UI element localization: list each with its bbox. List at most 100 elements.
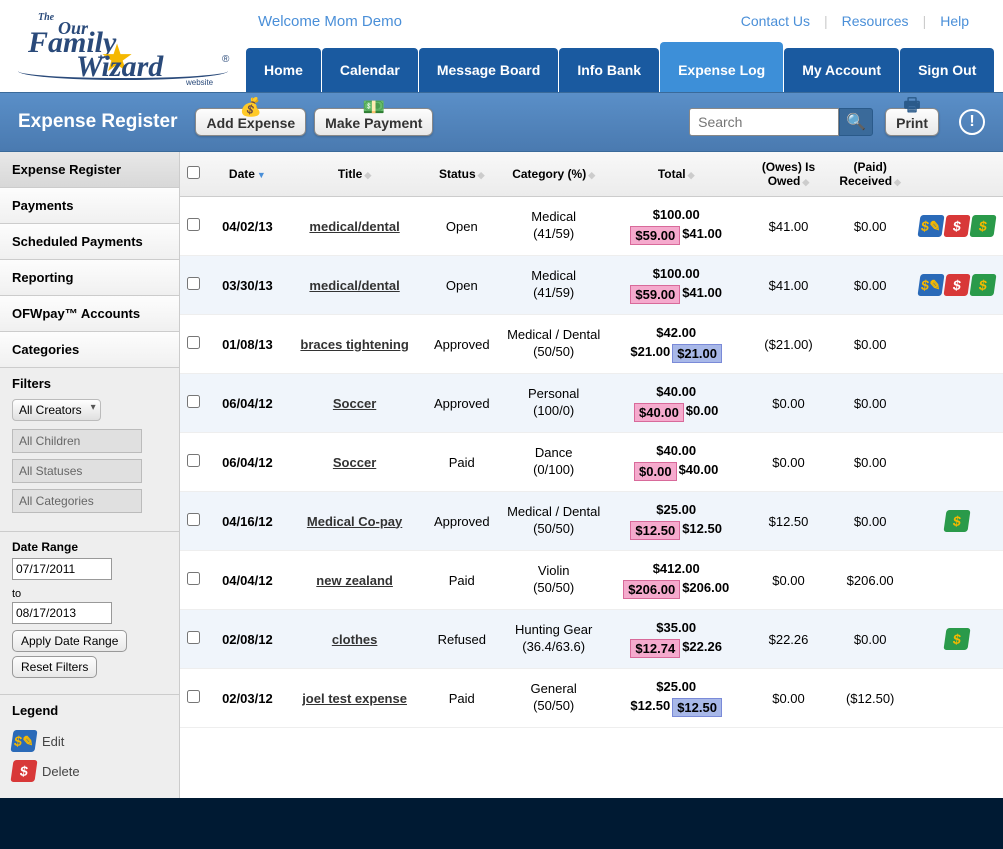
tab-sign-out[interactable]: Sign Out <box>900 48 994 92</box>
row-category: Dance(0/100) <box>503 433 605 492</box>
sidebar-item-categories[interactable]: Categories <box>0 332 179 368</box>
tab-expense-log[interactable]: Expense Log <box>660 42 783 92</box>
col-category[interactable]: Category (%)◆ <box>503 152 605 197</box>
make-payment-button[interactable]: 💵 Make Payment <box>314 108 433 136</box>
row-owes: $0.00 <box>748 433 830 492</box>
filter-statuses-select[interactable]: All Statuses <box>12 459 142 483</box>
pay-icon[interactable]: $ <box>969 274 996 296</box>
edit-icon: $✎ <box>10 730 37 752</box>
row-status: Open <box>421 197 503 256</box>
sidebar-item-scheduled-payments[interactable]: Scheduled Payments <box>0 224 179 260</box>
date-to-input[interactable] <box>12 602 112 624</box>
print-button[interactable]: 🖶 Print <box>885 108 939 136</box>
col-title[interactable]: Title◆ <box>288 152 421 197</box>
expense-table: Date▼ Title◆ Status◆ Category (%)◆ Total… <box>180 152 1003 728</box>
row-checkbox[interactable] <box>187 513 200 526</box>
edit-icon[interactable]: $✎ <box>917 215 944 237</box>
table-row: 04/02/13medical/dentalOpenMedical(41/59)… <box>180 197 1003 256</box>
resources-link[interactable]: Resources <box>828 13 923 29</box>
row-owes: $41.00 <box>748 256 830 315</box>
row-total: $35.00$12.74 $22.26 <box>605 610 748 669</box>
delete-icon[interactable]: $ <box>943 274 970 296</box>
date-from-input[interactable] <box>12 558 112 580</box>
row-paid: $0.00 <box>829 433 911 492</box>
sidebar-item-ofwpay-accounts[interactable]: OFWpay™ Accounts <box>0 296 179 332</box>
row-total: $100.00$59.00 $41.00 <box>605 256 748 315</box>
row-title-link[interactable]: Soccer <box>333 455 376 470</box>
row-title-link[interactable]: medical/dental <box>309 278 399 293</box>
filters-title: Filters <box>12 376 167 391</box>
row-title-link[interactable]: Medical Co-pay <box>307 514 402 529</box>
help-link[interactable]: Help <box>926 13 983 29</box>
pay-icon[interactable]: $ <box>943 628 970 650</box>
col-status[interactable]: Status◆ <box>421 152 503 197</box>
row-status: Paid <box>421 669 503 728</box>
row-total: $40.00$40.00 $0.00 <box>605 374 748 433</box>
col-paid[interactable]: (Paid) Received◆ <box>829 152 911 197</box>
filter-creators-select[interactable]: All Creators <box>12 399 101 421</box>
row-date: 02/08/12 <box>207 610 289 669</box>
row-checkbox[interactable] <box>187 631 200 644</box>
row-checkbox[interactable] <box>187 690 200 703</box>
row-title-link[interactable]: Soccer <box>333 396 376 411</box>
filter-children-select[interactable]: All Children <box>12 429 142 453</box>
row-paid: $0.00 <box>829 197 911 256</box>
row-category: Medical / Dental(50/50) <box>503 492 605 551</box>
row-date: 04/16/12 <box>207 492 289 551</box>
alert-button[interactable]: ! <box>959 109 985 135</box>
row-title-link[interactable]: braces tightening <box>300 337 408 352</box>
row-title-link[interactable]: joel test expense <box>302 691 407 706</box>
row-actions <box>911 315 1003 374</box>
edit-icon[interactable]: $✎ <box>917 274 944 296</box>
row-title-link[interactable]: clothes <box>332 632 378 647</box>
logo[interactable]: The Our Family ★ Wizard ® website <box>8 4 228 92</box>
add-expense-button[interactable]: 💰 Add Expense <box>195 108 306 136</box>
row-total: $412.00$206.00 $206.00 <box>605 551 748 610</box>
apply-date-range-button[interactable]: Apply Date Range <box>12 630 127 652</box>
row-status: Paid <box>421 551 503 610</box>
row-status: Open <box>421 256 503 315</box>
pay-icon[interactable]: $ <box>943 510 970 532</box>
row-checkbox[interactable] <box>187 336 200 349</box>
row-status: Approved <box>421 374 503 433</box>
col-actions <box>911 152 1003 197</box>
delete-icon[interactable]: $ <box>943 215 970 237</box>
tab-my-account[interactable]: My Account <box>784 48 899 92</box>
row-total: $100.00$59.00 $41.00 <box>605 197 748 256</box>
contact-us-link[interactable]: Contact Us <box>727 13 824 29</box>
row-checkbox[interactable] <box>187 572 200 585</box>
search-input[interactable] <box>689 108 839 136</box>
row-checkbox[interactable] <box>187 395 200 408</box>
row-checkbox[interactable] <box>187 277 200 290</box>
row-owes: $22.26 <box>748 610 830 669</box>
table-row: 04/16/12Medical Co-payApprovedMedical / … <box>180 492 1003 551</box>
tab-home[interactable]: Home <box>246 48 321 92</box>
row-title-link[interactable]: new zealand <box>316 573 393 588</box>
search-button[interactable]: 🔍 <box>839 108 873 136</box>
sidebar-item-expense-register[interactable]: Expense Register <box>0 152 179 188</box>
row-category: Personal(100/0) <box>503 374 605 433</box>
legend-delete-label: Delete <box>42 764 80 779</box>
tab-calendar[interactable]: Calendar <box>322 48 418 92</box>
reset-filters-button[interactable]: Reset Filters <box>12 656 97 678</box>
row-category: Hunting Gear(36.4/63.6) <box>503 610 605 669</box>
row-date: 06/04/12 <box>207 374 289 433</box>
col-owes[interactable]: (Owes) Is Owed◆ <box>748 152 830 197</box>
row-checkbox[interactable] <box>187 454 200 467</box>
row-checkbox[interactable] <box>187 218 200 231</box>
tab-info-bank[interactable]: Info Bank <box>559 48 659 92</box>
filter-categories-select[interactable]: All Categories <box>12 489 142 513</box>
col-date[interactable]: Date▼ <box>207 152 289 197</box>
tab-message-board[interactable]: Message Board <box>419 48 558 92</box>
pay-icon[interactable]: $ <box>969 215 996 237</box>
select-all-checkbox[interactable] <box>187 166 200 179</box>
row-title-link[interactable]: medical/dental <box>309 219 399 234</box>
sidebar-item-reporting[interactable]: Reporting <box>0 260 179 296</box>
row-paid: $0.00 <box>829 315 911 374</box>
col-total[interactable]: Total◆ <box>605 152 748 197</box>
row-status: Approved <box>421 315 503 374</box>
row-paid: $0.00 <box>829 492 911 551</box>
sort-down-icon: ▼ <box>257 170 266 180</box>
row-total: $25.00$12.50 $12.50 <box>605 492 748 551</box>
sidebar-item-payments[interactable]: Payments <box>0 188 179 224</box>
